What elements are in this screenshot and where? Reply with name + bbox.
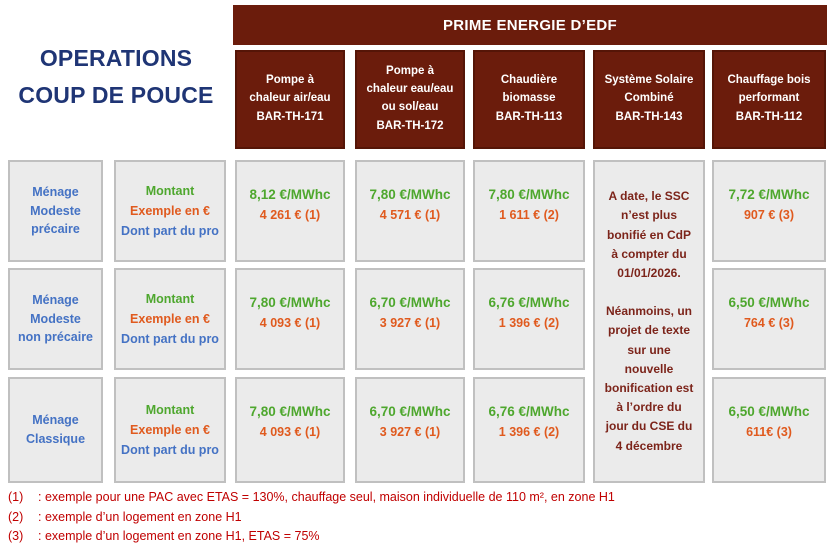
column-header-code: BAR-TH-171 — [256, 110, 324, 123]
row-label-menage-classique: Ménage Classique — [8, 377, 103, 483]
example-value: 764 € (3) — [743, 315, 795, 330]
measure-part-pro: Dont part du pro — [121, 332, 219, 346]
example-value: 3 927 € (1) — [379, 424, 441, 439]
value-cell: 7,72 €/MWhc 907 € (3) — [712, 160, 826, 262]
column-header-label: Chaudière biomasse — [500, 74, 558, 105]
example-value: 907 € (3) — [743, 207, 795, 222]
measure-exemple: Exemple en € — [130, 312, 210, 326]
measure-labels: Montant Exemple en € Dont part du pro — [114, 377, 226, 483]
page-title-line2: COUP DE POUCE — [18, 81, 214, 108]
measure-labels: Montant Exemple en € Dont part du pro — [114, 160, 226, 262]
row-label-text: Ménage Classique — [25, 413, 86, 446]
footnote-text: : exemple d’un logement en zone H1 — [38, 509, 242, 524]
footnote-marker: (3) — [8, 529, 24, 543]
rate-value: 7,80 €/MWhc — [369, 187, 451, 202]
measure-exemple: Exemple en € — [130, 423, 210, 437]
measure-montant: Montant — [145, 403, 195, 417]
value-cell: 6,50 €/MWhc 764 € (3) — [712, 268, 826, 370]
footnotes: (1) : exemple pour une PAC avec ETAS = 13… — [8, 488, 820, 547]
example-value: 3 927 € (1) — [379, 315, 441, 330]
column-header-code: BAR-TH-113 — [495, 110, 563, 123]
example-value: 4 571 € (1) — [379, 207, 441, 222]
example-value: 4 093 € (1) — [259, 315, 321, 330]
rate-value: 7,72 €/MWhc — [728, 187, 810, 202]
example-value: 4 261 € (1) — [259, 207, 321, 222]
rate-value: 6,50 €/MWhc — [728, 404, 810, 419]
row-label-menage-modeste-precaire: Ménage Modeste précaire — [8, 160, 103, 262]
column-header-label: Pompe à chaleur air/eau — [249, 74, 331, 105]
example-value: 1 396 € (2) — [498, 315, 560, 330]
example-value: 611€ (3) — [746, 424, 792, 439]
column-header-code: BAR-TH-112 — [735, 110, 803, 123]
column-header-code: BAR-TH-172 — [376, 119, 444, 132]
rate-value: 6,76 €/MWhc — [488, 404, 570, 419]
footnote-text: : exemple pour une PAC avec ETAS = 130%,… — [38, 490, 615, 504]
example-value: 4 093 € (1) — [259, 424, 321, 439]
column-header-bar-th-112: Chauffage bois performant BAR-TH-112 — [712, 50, 826, 149]
measure-part-pro: Dont part du pro — [121, 443, 219, 457]
row-label-menage-modeste-non-precaire: Ménage Modeste non précaire — [8, 268, 103, 370]
column-header-code: BAR-TH-143 — [615, 110, 683, 123]
example-value: 1 611 € (2) — [499, 207, 559, 222]
value-cell: 7,80 €/MWhc 4 093 € (1) — [235, 377, 345, 483]
rate-value: 6,70 €/MWhc — [369, 295, 451, 310]
value-cell: 6,70 €/MWhc 3 927 € (1) — [355, 377, 465, 483]
measure-part-pro: Dont part du pro — [121, 224, 219, 238]
column-header-bar-th-172: Pompe à chaleur eau/eau ou sol/eau BAR-T… — [355, 50, 465, 149]
value-cell: 6,76 €/MWhc 1 396 € (2) — [473, 377, 585, 483]
column-header-label: Chauffage bois performant — [727, 74, 811, 105]
measure-montant: Montant — [145, 184, 195, 198]
measure-montant: Montant — [145, 292, 195, 306]
banner-prime-energie: PRIME ENERGIE D’EDF — [233, 5, 827, 45]
footnote-marker: (1) — [8, 490, 24, 504]
value-cell: 6,50 €/MWhc 611€ (3) — [712, 377, 826, 483]
rate-value: 6,76 €/MWhc — [488, 295, 570, 310]
value-cell: 7,80 €/MWhc 1 611 € (2) — [473, 160, 585, 262]
value-cell: 8,12 €/MWhc 4 261 € (1) — [235, 160, 345, 262]
footnote-marker: (2) — [8, 509, 24, 524]
rate-value: 8,12 €/MWhc — [249, 187, 331, 202]
measure-labels: Montant Exemple en € Dont part du pro — [114, 268, 226, 370]
rate-value: 7,80 €/MWhc — [249, 295, 331, 310]
footnote-1: (1) : exemple pour une PAC avec ETAS = 13… — [8, 488, 820, 508]
ssc-note-cell: A date, le SSC n’est plus bonifié en CdP… — [593, 160, 705, 483]
rate-value: 7,80 €/MWhc — [249, 404, 331, 419]
column-header-bar-th-143: Système Solaire Combiné BAR-TH-143 — [593, 50, 705, 149]
ssc-note-paragraph-2: Néanmoins, un projet de texte sur une no… — [604, 304, 694, 453]
footnote-2: (2) : exemple d’un logement en zone H1 — [8, 508, 820, 528]
ssc-note-paragraph-1: A date, le SSC n’est plus bonifié en CdP… — [607, 189, 691, 281]
footnote-3: (3) : exemple d’un logement en zone H1, E… — [8, 527, 820, 547]
page-title: OPERATIONS COUP DE POUCE — [0, 40, 232, 114]
footnote-text: : exemple d’un logement en zone H1, ETAS… — [38, 529, 320, 543]
row-label-text: Ménage Modeste précaire — [30, 184, 81, 237]
rate-value: 7,80 €/MWhc — [488, 187, 570, 202]
value-cell: 7,80 €/MWhc 4 571 € (1) — [355, 160, 465, 262]
value-cell: 6,70 €/MWhc 3 927 € (1) — [355, 268, 465, 370]
value-cell: 7,80 €/MWhc 4 093 € (1) — [235, 268, 345, 370]
rate-value: 6,50 €/MWhc — [728, 295, 810, 310]
column-header-label: Pompe à chaleur eau/eau ou sol/eau — [366, 65, 454, 113]
example-value: 1 396 € (2) — [498, 424, 560, 439]
measure-exemple: Exemple en € — [130, 204, 210, 218]
rate-value: 6,70 €/MWhc — [369, 404, 451, 419]
column-header-bar-th-113: Chaudière biomasse BAR-TH-113 — [473, 50, 585, 149]
page-title-line1: OPERATIONS — [39, 45, 193, 71]
column-header-label: Système Solaire Combiné — [604, 74, 694, 105]
column-header-bar-th-171: Pompe à chaleur air/eau BAR-TH-171 — [235, 50, 345, 149]
value-cell: 6,76 €/MWhc 1 396 € (2) — [473, 268, 585, 370]
row-label-text: Ménage Modeste non précaire — [17, 292, 94, 345]
